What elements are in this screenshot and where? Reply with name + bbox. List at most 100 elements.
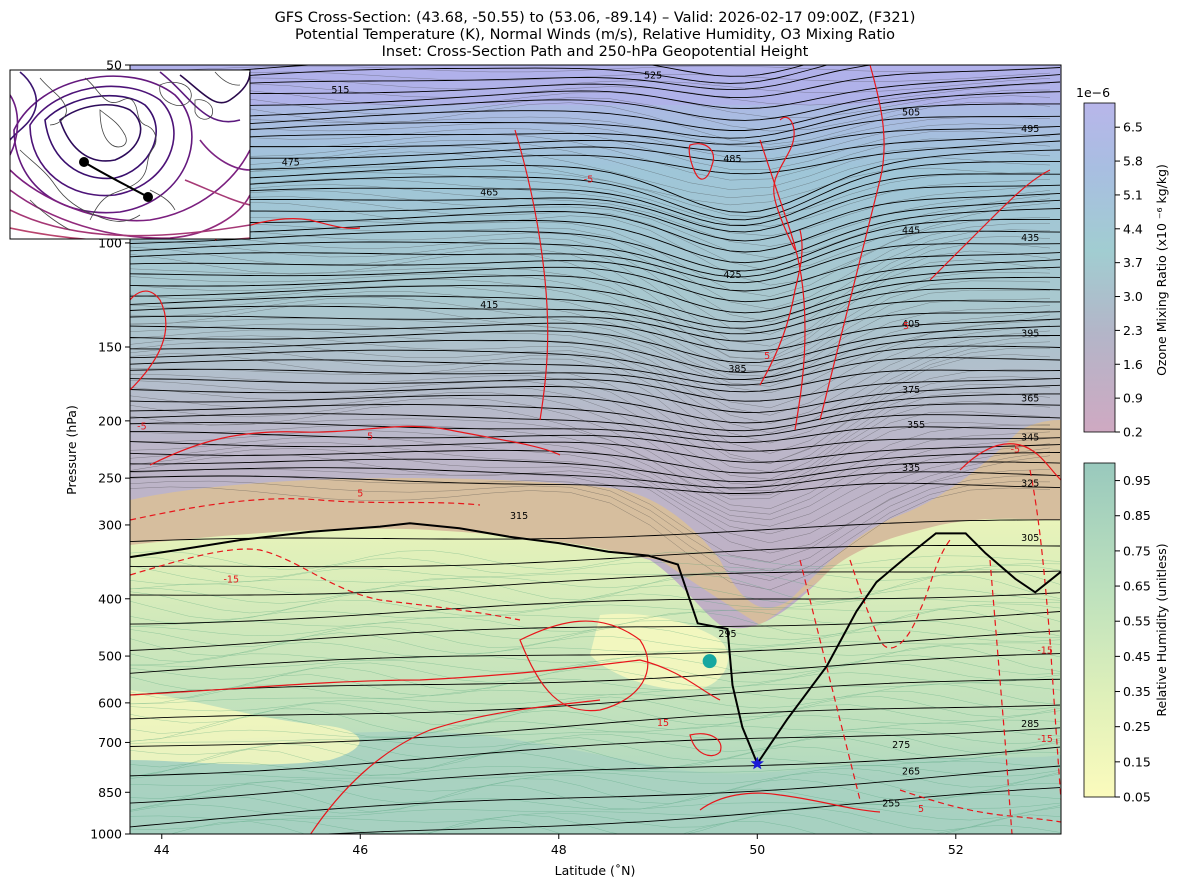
inset-contour xyxy=(10,227,250,239)
theta-contour xyxy=(130,403,1061,432)
wind-contour-label: 5 xyxy=(367,431,373,442)
ozone-thin-contour xyxy=(130,267,1051,361)
wind-label-layer: -5 5 5 -15 15 5 5 -5 -15 -15 5 -5 xyxy=(137,175,1053,815)
rh-thin-contour xyxy=(130,585,1061,605)
wind-contour-label: -15 xyxy=(1037,645,1053,656)
theta-contour xyxy=(130,727,1061,777)
theta-contour-label: 475 xyxy=(282,158,300,169)
theta-contour xyxy=(130,311,1061,342)
theta-contour-label: 285 xyxy=(1021,719,1039,730)
ozone-thin-contour xyxy=(130,341,1051,444)
inset-contour xyxy=(10,189,250,239)
colorbar-tick-label: 3.7 xyxy=(1123,255,1143,270)
x-tick-label: 44 xyxy=(154,842,170,857)
theta-contour-label: 485 xyxy=(723,154,741,165)
theta-contour-label: 445 xyxy=(902,225,920,236)
y-tick-label: 250 xyxy=(98,471,122,486)
ozone-thin-contour xyxy=(130,486,1051,591)
theta-contour xyxy=(130,570,1061,596)
rh-thin-contour xyxy=(130,818,1061,834)
y-tick-label: 850 xyxy=(98,785,122,800)
ozone-thin-contour xyxy=(130,296,1051,387)
theta-contour xyxy=(130,91,1061,131)
wind-contour-label: -15 xyxy=(1037,734,1053,745)
colorbar-tick-label: 0.45 xyxy=(1123,649,1151,664)
colorbar-tick-label: 1.6 xyxy=(1123,357,1143,372)
inset-coast xyxy=(159,81,192,107)
ozone-thin-contour xyxy=(130,386,1051,486)
inset-contour xyxy=(13,75,193,214)
ozone-thin-contour xyxy=(130,65,1051,73)
ozone-thin-contour xyxy=(130,285,1051,377)
wind-contour-label: -5 xyxy=(584,175,593,186)
y-tick-label: 50 xyxy=(106,58,122,73)
theta-contour xyxy=(130,318,1061,352)
ozone-colorbar-exponent: 1e−6 xyxy=(1076,85,1110,100)
theta-contour-label: 465 xyxy=(480,187,498,198)
theta-contour-label: 265 xyxy=(902,767,920,778)
theta-contour-label: 435 xyxy=(1021,233,1039,244)
theta-contour xyxy=(130,413,1061,437)
ozone-thin-contour xyxy=(130,323,1051,416)
theta-contour xyxy=(130,325,1061,364)
wind-contour xyxy=(759,229,803,386)
ozone-thin-contour xyxy=(130,436,1051,527)
theta-contour xyxy=(130,678,1061,720)
x-axis: 44 46 48 50 52 xyxy=(154,834,964,857)
theta-contour xyxy=(130,384,1061,413)
theta-contour-label: 395 xyxy=(1021,328,1039,339)
theta-contour xyxy=(130,252,1061,292)
theta-contour xyxy=(130,300,1060,335)
ozone-thin-contour xyxy=(130,418,1051,509)
theta-contour xyxy=(130,103,1060,139)
theta-contour xyxy=(130,161,1060,221)
rh-thin-contour xyxy=(130,762,1061,778)
ozone-thin-contour xyxy=(130,353,1051,464)
ozone-thin-contour xyxy=(130,430,1051,521)
colorbar-tick-label: 0.85 xyxy=(1123,508,1151,523)
ozone-thin-contour xyxy=(130,397,1051,496)
x-tick-label: 46 xyxy=(352,842,368,857)
rh-thin-contour xyxy=(130,731,1061,753)
theta-contour xyxy=(130,704,1061,747)
colorbar-tick-label: 0.2 xyxy=(1123,425,1143,440)
rh-thin-contour xyxy=(130,645,1061,672)
rh-thin-contour xyxy=(130,666,1061,691)
rh-thin-contour xyxy=(130,708,1061,734)
wind-contour-label: -15 xyxy=(223,574,239,585)
inset-contour xyxy=(29,85,175,197)
colorbar-tick-label: 0.55 xyxy=(1123,614,1151,629)
colorbar-tick-label: 0.05 xyxy=(1123,790,1151,805)
ozone-thin-contour xyxy=(130,291,1051,382)
rh-thin-contour xyxy=(130,749,1061,778)
ozone-thin-contour xyxy=(130,279,1051,373)
theta-contour xyxy=(130,653,1061,696)
theta-contour-label: 275 xyxy=(892,740,910,751)
rh-thin-contour xyxy=(130,795,1061,814)
colorbar-tick-label: 0.35 xyxy=(1123,684,1151,699)
tropopause-line xyxy=(130,522,1061,766)
ozone-thin-contour xyxy=(130,374,1051,473)
rh-thin-contour xyxy=(130,661,1061,683)
inset-coast xyxy=(39,77,67,126)
theta-contour-label: 295 xyxy=(718,629,736,640)
inset-height-contours xyxy=(10,71,250,239)
theta-contour xyxy=(318,787,1061,834)
rh-thin-contour xyxy=(130,696,1061,718)
rh-thin-contour xyxy=(130,654,1061,675)
inset-coast xyxy=(149,189,176,211)
rh-thin-contour xyxy=(130,778,1061,804)
wind-contour xyxy=(688,143,714,180)
theta-contour xyxy=(130,458,1061,483)
rh-thin-contour xyxy=(130,574,1061,603)
ozone-colorbar-label: Ozone Mixing Ratio (x10 ⁻⁶ kg/kg) xyxy=(1154,164,1169,376)
wind-contour xyxy=(699,792,881,813)
theta-contour-label: 335 xyxy=(902,463,920,474)
rh-thin-contour xyxy=(130,625,1061,648)
inset-contour xyxy=(179,71,250,104)
x-tick-label: 50 xyxy=(749,842,765,857)
rh-thin-contour xyxy=(130,550,1061,570)
theta-contour-label: 345 xyxy=(1021,433,1039,444)
theta-contour xyxy=(130,199,1061,253)
inset-path-end xyxy=(143,192,153,202)
